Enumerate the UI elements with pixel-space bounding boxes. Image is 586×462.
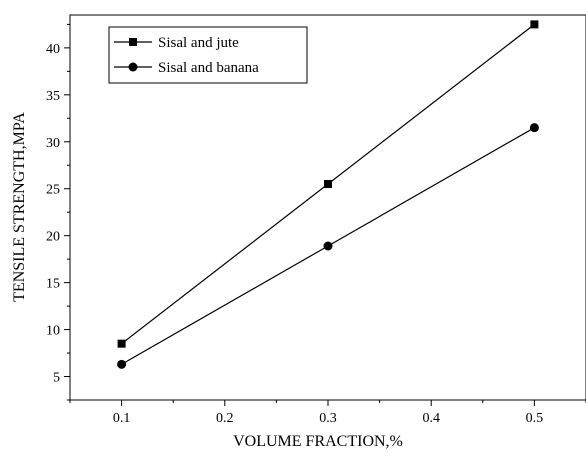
- y-tick-label: 15: [46, 277, 60, 292]
- y-tick-label: 10: [46, 324, 60, 339]
- y-tick-label: 5: [53, 371, 60, 386]
- legend-marker: [129, 38, 137, 46]
- data-point: [530, 20, 539, 29]
- data-point: [324, 180, 332, 189]
- legend-label: Sisal and jute: [158, 35, 239, 51]
- series-2: [117, 123, 539, 369]
- y-axis: 5 10 15 20 25 30 35 40: [46, 23, 70, 401]
- series-layer: [117, 20, 539, 369]
- x-tick-label: 0.5: [526, 411, 544, 426]
- y-tick-label: 35: [46, 89, 60, 104]
- y-tick-label: 30: [46, 136, 60, 151]
- data-point: [529, 123, 539, 133]
- y-tick-label: 20: [46, 230, 60, 245]
- x-tick-label: 0.4: [422, 411, 440, 426]
- legend-box: [108, 26, 308, 84]
- data-point: [117, 339, 126, 348]
- x-tick-label: 0.2: [216, 411, 234, 426]
- legend: Sisal and jute Sisal and banana: [108, 26, 308, 84]
- y-axis-title: TENSILE STRENGTH,MPA: [11, 112, 28, 302]
- y-tick-label: 25: [46, 183, 60, 198]
- x-tick-label: 0.1: [113, 411, 131, 426]
- data-point: [323, 241, 333, 251]
- x-axis: 0.1 0.2 0.3 0.4 0.5: [69, 400, 586, 426]
- legend-item: Sisal and banana: [114, 60, 259, 76]
- legend-item: Sisal and jute: [114, 35, 239, 51]
- x-axis-title: VOLUME FRACTION,%: [233, 433, 403, 450]
- data-point: [117, 359, 127, 369]
- series-1: [117, 20, 539, 348]
- x-tick-label: 0.3: [319, 411, 337, 426]
- legend-marker: [128, 62, 138, 72]
- y-tick-label: 40: [46, 42, 60, 57]
- legend-label: Sisal and banana: [158, 60, 259, 76]
